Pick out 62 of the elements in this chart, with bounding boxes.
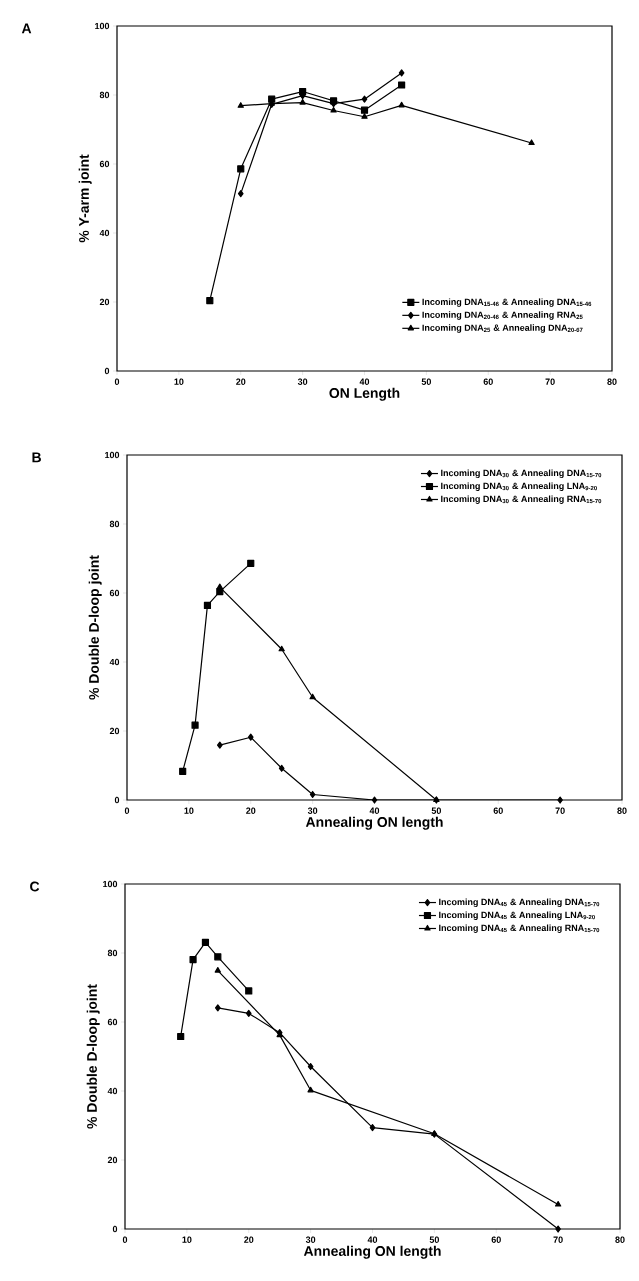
- legend-label: Incoming DNA$_{15-46}$ & Annealing DNA$_{15-46}$: [422, 298, 592, 307]
- x-tick-label: 20: [244, 1236, 254, 1243]
- y-tick-label: 80: [99, 91, 110, 99]
- x-axis-title: ON Length: [329, 387, 400, 401]
- x-tick-label: 0: [122, 1236, 128, 1243]
- y-tick-label: 100: [95, 22, 110, 30]
- x-tick-label: 20: [236, 378, 246, 385]
- x-tick-label: 10: [182, 1236, 192, 1243]
- y-tick-label: 20: [99, 298, 110, 306]
- y-tick-label: 40: [107, 1087, 118, 1095]
- x-tick-label: 0: [124, 807, 130, 814]
- x-tick-label: 80: [615, 1236, 625, 1243]
- x-tick-label: 30: [307, 807, 318, 814]
- y-tick-label: 100: [103, 880, 118, 888]
- legend-label: Incoming DNA$_{45}$ & Annealing RNA$_{15-70}$: [439, 924, 600, 933]
- y-tick-label: 60: [99, 160, 110, 168]
- legend-label: Incoming DNA$_{25}$ & Annealing DNA$_{20-67}$: [422, 324, 583, 333]
- y-axis-title: % Double D-loop joint: [86, 984, 100, 1129]
- legend-label: Incoming DNA$_{20-46}$ & Annealing RNA$_{25}$: [422, 311, 583, 320]
- y-tick-label: 60: [109, 589, 120, 597]
- x-tick-label: 40: [367, 1236, 378, 1243]
- y-tick-label: 40: [109, 658, 120, 666]
- y-tick-label: 80: [107, 949, 118, 957]
- legend-label: Incoming DNA$_{45}$ & Annealing DNA$_{15-70}$: [439, 898, 600, 907]
- y-tick-label: 0: [112, 1225, 118, 1233]
- x-tick-label: 80: [607, 378, 617, 385]
- y-axis-title: % Y-arm joint: [78, 154, 92, 243]
- x-axis-title: Annealing ON length: [305, 816, 443, 830]
- x-tick-label: 40: [369, 807, 380, 814]
- x-tick-label: 10: [174, 378, 184, 385]
- y-tick-label: 60: [107, 1018, 118, 1026]
- chart-title: A: [21, 23, 32, 34]
- x-tick-label: 10: [184, 807, 194, 814]
- x-tick-label: 60: [483, 378, 493, 385]
- x-tick-label: 50: [431, 807, 441, 814]
- chart-title: B: [32, 452, 41, 463]
- y-axis-title: % Double D-loop joint: [88, 555, 102, 700]
- legend-label: Incoming DNA$_{45}$ & Annealing LNA$_{9-20}$: [439, 911, 595, 920]
- y-tick-label: 0: [104, 367, 110, 375]
- x-tick-label: 80: [617, 807, 627, 814]
- x-tick-label: 50: [429, 1236, 439, 1243]
- x-tick-label: 70: [553, 1236, 563, 1243]
- x-tick-label: 70: [545, 378, 555, 385]
- x-tick-label: 50: [421, 378, 431, 385]
- x-tick-label: 30: [305, 1236, 316, 1243]
- x-tick-label: 20: [246, 807, 256, 814]
- y-tick-label: 0: [114, 796, 120, 804]
- x-axis-title: Annealing ON length: [303, 1245, 441, 1259]
- chart-title: C: [30, 881, 40, 892]
- y-tick-label: 40: [99, 229, 110, 237]
- y-tick-label: 20: [109, 727, 120, 735]
- x-tick-label: 30: [297, 378, 308, 385]
- x-tick-label: 40: [359, 378, 370, 385]
- x-tick-label: 60: [491, 1236, 501, 1243]
- legend-label: Incoming DNA$_{30}$ & Annealing DNA$_{15-70}$: [441, 469, 602, 478]
- x-tick-label: 70: [555, 807, 565, 814]
- y-tick-label: 20: [107, 1156, 118, 1164]
- y-tick-label: 80: [109, 520, 120, 528]
- legend-label: Incoming DNA$_{30}$ & Annealing RNA$_{15-70}$: [441, 495, 602, 504]
- y-tick-label: 100: [105, 451, 120, 459]
- legend-label: Incoming DNA$_{30}$ & Annealing LNA$_{9-20}$: [441, 482, 597, 491]
- x-tick-label: 60: [493, 807, 503, 814]
